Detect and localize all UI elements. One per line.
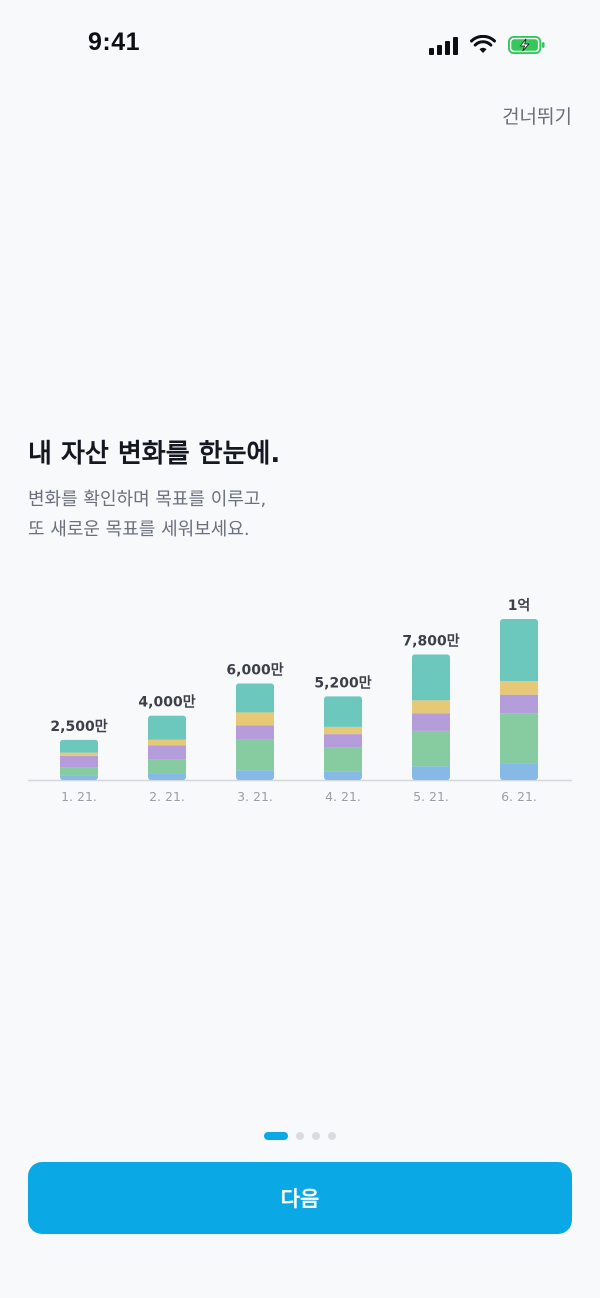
bar-segment-1-1 (60, 775, 98, 780)
bar-segment-2-1 (148, 773, 186, 780)
bar-segment-5-1 (412, 766, 450, 780)
bar-segment-1-5 (60, 739, 98, 753)
page-indicator (264, 1130, 336, 1142)
x-tick-label: 2. 21. (149, 789, 185, 804)
x-tick-label: 3. 21. (237, 789, 273, 804)
bar-segment-6-4 (500, 680, 538, 695)
bar-segment-5-5 (412, 654, 450, 701)
status-icons (429, 30, 546, 60)
wifi-icon (470, 35, 496, 53)
bar-total-label: 1억 (508, 598, 531, 614)
signal-icon (429, 35, 458, 55)
asset-change-chart: 2,500만 1. 21. 4,000만 2. 21. 6,000만 3. 21. 5,20… (28, 598, 572, 804)
page-dot-1[interactable] (264, 1132, 288, 1140)
bar-segment-4-5 (324, 696, 362, 727)
bar-segment-2-4 (148, 739, 186, 746)
bar-total-label: 7,800만 (402, 633, 459, 649)
x-tick-label: 6. 21. (501, 789, 537, 804)
bar-total-label: 5,200만 (314, 675, 371, 691)
bar-segment-2-5 (148, 715, 186, 740)
battery-charging-icon (508, 35, 545, 55)
intro-subtitle: 변화를 확인하며 목표를 이루고, 또 새로운 목표를 세워보세요. (28, 485, 266, 545)
bar-segment-6-3 (500, 694, 538, 714)
bar-total-label: 2,500만 (50, 719, 107, 735)
bar-segment-5-3 (412, 713, 450, 731)
intro-subtitle-line-1: 변화를 확인하며 목표를 이루고, (28, 489, 267, 510)
bar-segment-3-2 (236, 739, 274, 771)
bar-segment-1-3 (60, 755, 98, 768)
skip-button[interactable]: 건너뛰기 (502, 106, 572, 128)
bar-segment-3-1 (236, 770, 274, 780)
next-button[interactable]: 다음 (28, 1162, 572, 1234)
bar-segment-3-3 (236, 725, 274, 740)
page-dot-2[interactable] (296, 1132, 304, 1140)
status-time: 9:41 (88, 28, 141, 56)
bar-segment-4-2 (324, 747, 362, 772)
page-dot-4[interactable] (328, 1132, 336, 1140)
bar-segment-3-4 (236, 712, 274, 726)
x-tick-label: 4. 21. (325, 789, 361, 804)
bar-total-label: 6,000만 (226, 662, 283, 678)
bar-segment-4-3 (324, 734, 362, 748)
bar-segment-2-3 (148, 745, 186, 760)
bar-segment-6-5 (500, 619, 538, 681)
intro-subtitle-line-2: 또 새로운 목표를 세워보세요. (28, 519, 250, 540)
bar-segment-3-5 (236, 683, 274, 713)
page-dot-3[interactable] (312, 1132, 320, 1140)
x-tick-label: 1. 21. (61, 789, 97, 804)
bar-segment-4-4 (324, 726, 362, 735)
bar-segment-6-1 (500, 763, 538, 780)
intro-title: 내 자산 변화를 한눈에. (28, 439, 281, 469)
bar-segment-2-2 (148, 759, 186, 774)
bar-segment-5-2 (412, 730, 450, 767)
bar-segment-4-1 (324, 771, 362, 780)
status-bar: 9:41 (0, 0, 600, 90)
bar-segment-1-4 (60, 752, 98, 756)
bar-segment-6-2 (500, 713, 538, 764)
bar-segment-1-2 (60, 767, 98, 776)
bar-segment-5-4 (412, 700, 450, 714)
x-tick-label: 5. 21. (413, 789, 449, 804)
bar-total-label: 4,000만 (138, 695, 195, 711)
